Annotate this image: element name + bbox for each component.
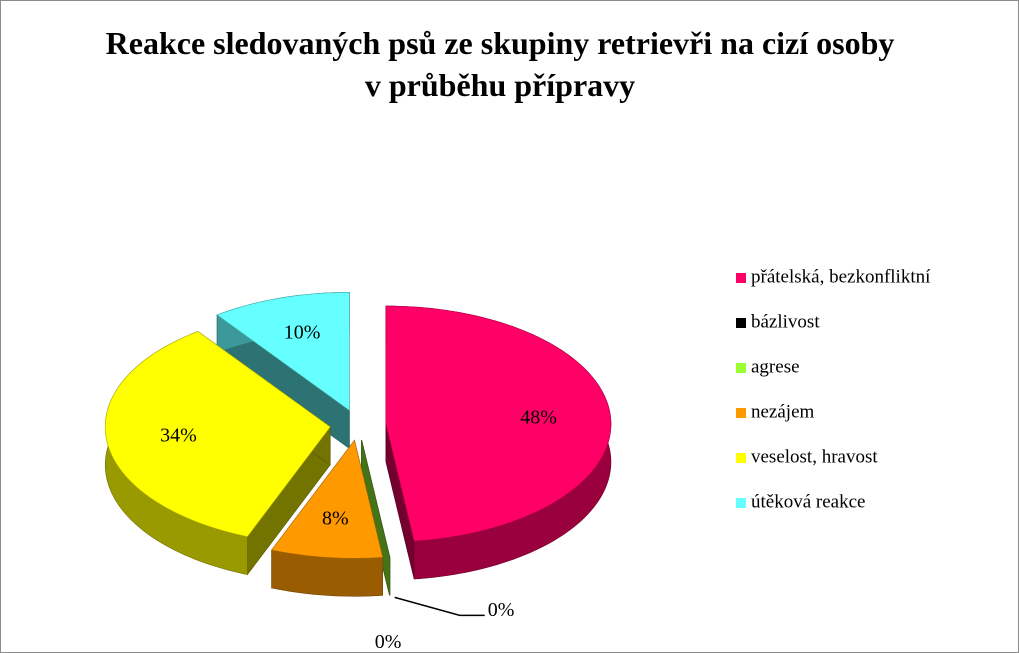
slice-top [271,439,384,559]
slice-top [216,292,350,411]
pie-slice [104,330,331,576]
chart-title: Reakce sledovaných psů ze skupiny retrie… [105,25,895,103]
data-label: 0% [375,631,402,653]
leader-line [394,596,485,617]
data-label: 48% [520,407,557,429]
pie-slice [216,292,350,449]
slice-top [104,331,331,537]
data-label: 8% [322,507,349,529]
legend-swatch [736,363,746,373]
legend-swatch [736,408,746,418]
data-label: 0% [488,599,515,621]
legend-label: agrese [751,356,800,377]
slice-top [385,305,612,542]
legend-label: přátelská, bezkonfliktní [751,266,931,287]
legend-swatch [736,273,746,283]
legend-label: nezájem [751,401,815,422]
legend-swatch [736,318,746,328]
legend-swatch [736,453,746,463]
pie-slice [385,305,612,580]
legend-label: útěková reakce [751,491,865,512]
data-label: 34% [160,425,197,447]
legend-label: bázlivost [751,311,820,332]
legend-label: veselost, hravost [751,446,878,467]
data-label: 10% [284,322,321,344]
legend-swatch [736,498,746,508]
pie-slice [271,439,384,597]
